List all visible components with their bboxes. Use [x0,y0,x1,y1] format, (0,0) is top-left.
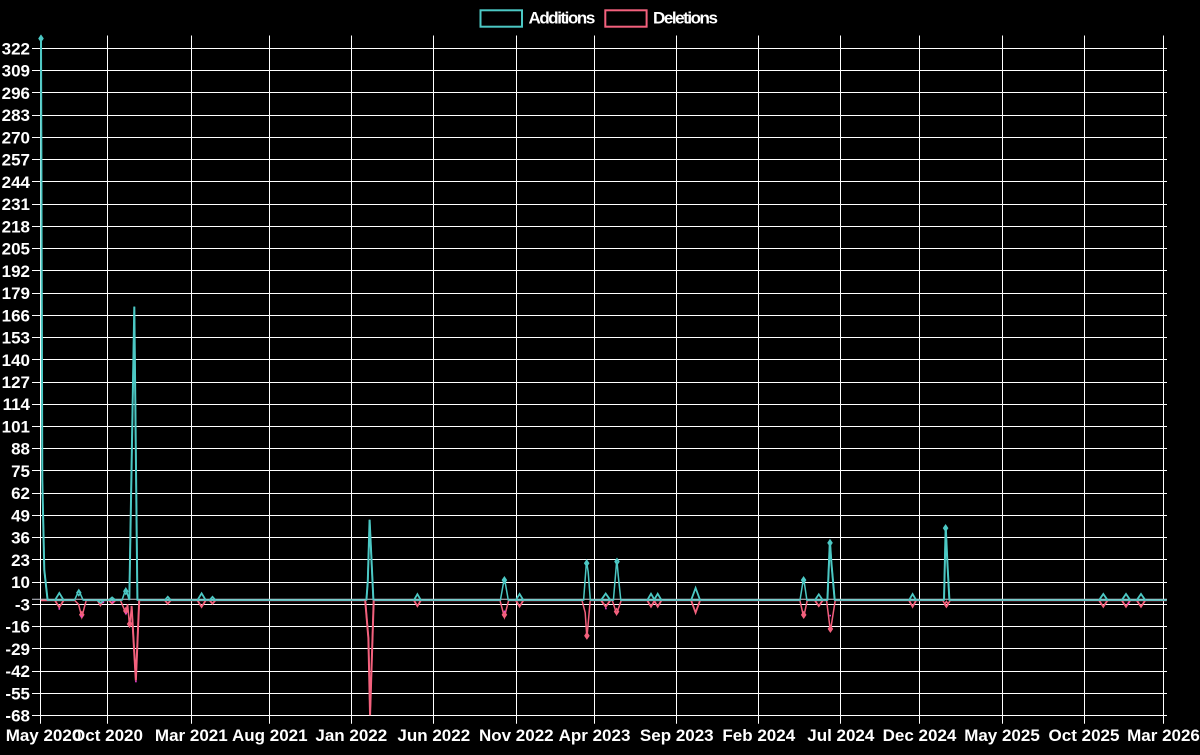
svg-text:75: 75 [11,462,30,481]
svg-text:Dec 2024: Dec 2024 [883,726,957,745]
svg-text:127: 127 [2,373,30,392]
svg-text:Nov 2022: Nov 2022 [479,726,554,745]
svg-text:36: 36 [11,529,30,548]
svg-text:Oct 2020: Oct 2020 [72,726,143,745]
svg-text:10: 10 [11,573,30,592]
svg-text:Jan 2022: Jan 2022 [315,726,387,745]
svg-text:114: 114 [3,395,31,414]
svg-text:270: 270 [2,128,30,147]
svg-text:-16: -16 [5,618,30,637]
svg-text:Oct 2025: Oct 2025 [1049,726,1120,745]
svg-text:88: 88 [11,440,30,459]
svg-text:23: 23 [11,551,30,570]
svg-text:179: 179 [2,284,30,303]
svg-text:May 2020: May 2020 [6,726,82,745]
svg-text:166: 166 [2,306,30,325]
svg-text:-29: -29 [5,640,30,659]
svg-text:218: 218 [2,217,30,236]
svg-text:49: 49 [11,507,30,526]
svg-text:205: 205 [2,240,30,259]
svg-text:Sep 2023: Sep 2023 [640,726,714,745]
svg-text:296: 296 [2,84,30,103]
svg-text:192: 192 [2,262,30,281]
svg-text:Aug 2021: Aug 2021 [232,726,308,745]
svg-text:-68: -68 [5,707,30,726]
svg-text:140: 140 [2,351,30,370]
svg-text:May 2025: May 2025 [964,726,1040,745]
svg-text:153: 153 [2,329,30,348]
svg-text:Mar 2026: Mar 2026 [1127,726,1200,745]
svg-text:309: 309 [2,62,30,81]
svg-text:244: 244 [2,173,31,192]
svg-text:Jul 2024: Jul 2024 [807,726,875,745]
svg-text:Additions: Additions [529,8,595,27]
svg-text:231: 231 [2,195,30,214]
svg-text:Mar 2021: Mar 2021 [155,726,228,745]
svg-text:62: 62 [11,484,30,503]
svg-text:Feb 2024: Feb 2024 [722,726,795,745]
svg-text:257: 257 [2,151,30,170]
svg-text:-3: -3 [15,595,30,614]
svg-text:101: 101 [2,418,30,437]
svg-text:-42: -42 [5,662,30,681]
svg-text:Deletions: Deletions [653,8,717,27]
svg-text:322: 322 [2,39,30,58]
svg-text:-55: -55 [5,684,30,703]
svg-text:283: 283 [2,106,30,125]
svg-text:Jun 2022: Jun 2022 [397,726,470,745]
svg-text:Apr 2023: Apr 2023 [559,726,631,745]
